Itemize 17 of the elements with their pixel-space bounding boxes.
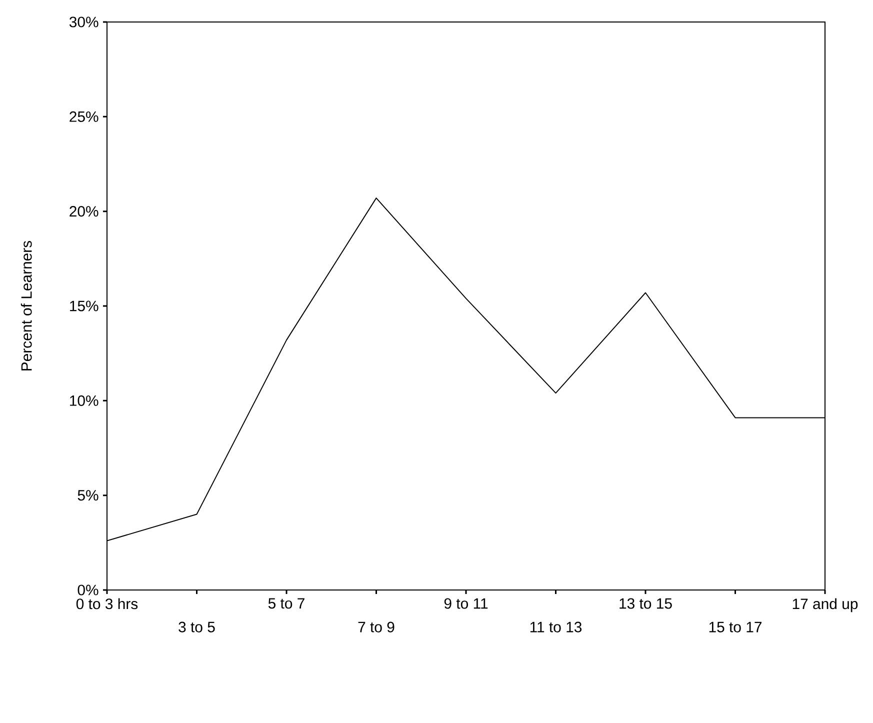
x-tick-label: 13 to 15 [620, 598, 672, 609]
x-tick-label: 5 to 7 [268, 598, 304, 609]
y-tick-label: 10% [70, 395, 98, 406]
x-tick-label: 15 to 17 [709, 622, 762, 632]
y-tick-label: 20% [70, 206, 98, 217]
y-tick-label: 15% [70, 300, 98, 312]
x-tick-label: 7 to 9 [358, 622, 394, 632]
x-tick-label: 11 to 13 [530, 622, 582, 632]
y-tick-label: 30% [69, 16, 98, 28]
x-tick-label: 17 and up [792, 598, 858, 612]
x-tick-label: 9 to 11 [444, 598, 488, 609]
x-tick-label: 0 to 3 hrs [76, 598, 138, 610]
y-tick-label: 0% [78, 584, 98, 596]
y-tick-label: 25% [70, 111, 98, 122]
y-tick-label: 5% [78, 490, 98, 501]
x-tick-label: 3 to 5 [178, 622, 215, 632]
y-axis-title: Percent of Learners [20, 240, 32, 370]
